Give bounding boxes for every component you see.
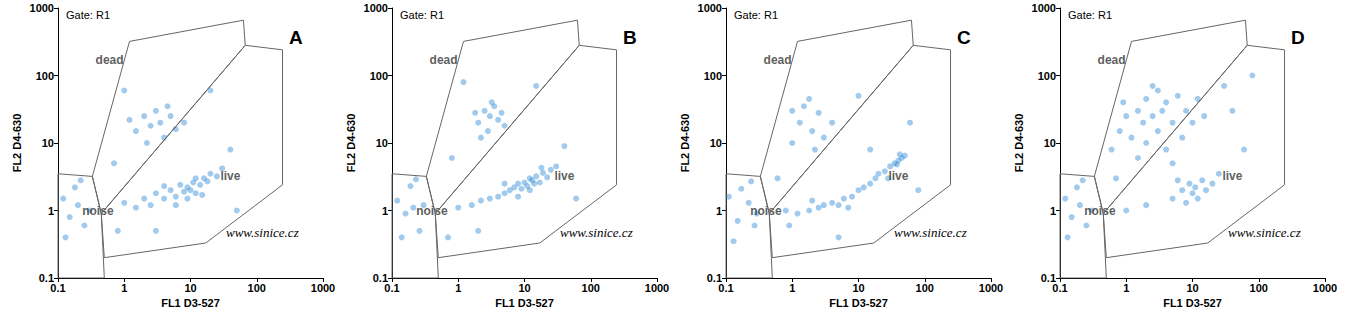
svg-text:0.1: 0.1 [372, 272, 388, 284]
svg-text:1: 1 [789, 282, 795, 294]
svg-text:noise: noise [750, 204, 782, 218]
svg-text:1000: 1000 [698, 2, 722, 14]
svg-text:live: live [1222, 169, 1242, 183]
svg-text:0.1: 0.1 [1040, 272, 1056, 284]
svg-text:FL2 D4-630: FL2 D4-630 [11, 114, 23, 173]
svg-text:A: A [289, 27, 303, 48]
svg-text:10: 10 [518, 282, 530, 294]
svg-text:1: 1 [1123, 282, 1129, 294]
svg-text:noise: noise [82, 204, 114, 218]
svg-text:1000: 1000 [364, 2, 388, 14]
svg-text:0.1: 0.1 [718, 282, 733, 294]
svg-text:10: 10 [1044, 137, 1056, 149]
svg-text:C: C [957, 27, 971, 48]
svg-text:www.sinice.cz: www.sinice.cz [226, 225, 299, 240]
svg-text:100: 100 [370, 70, 388, 82]
svg-text:FL2 D4-630: FL2 D4-630 [1013, 114, 1025, 173]
svg-text:1000: 1000 [1032, 2, 1056, 14]
svg-text:100: 100 [582, 282, 600, 294]
svg-text:FL1 D3-527: FL1 D3-527 [161, 297, 220, 309]
svg-text:FL2 D4-630: FL2 D4-630 [679, 114, 691, 173]
svg-text:1: 1 [48, 205, 54, 217]
svg-text:live: live [888, 169, 908, 183]
svg-text:FL2 D4-630: FL2 D4-630 [345, 114, 357, 173]
svg-text:100: 100 [1038, 70, 1056, 82]
svg-text:www.sinice.cz: www.sinice.cz [560, 225, 633, 240]
svg-text:0.1: 0.1 [384, 282, 399, 294]
svg-text:1000: 1000 [979, 282, 1003, 294]
svg-text:Gate: R1: Gate: R1 [66, 9, 110, 21]
svg-text:www.sinice.cz: www.sinice.cz [894, 225, 967, 240]
svg-text:0.1: 0.1 [50, 282, 65, 294]
svg-text:FL1 D3-527: FL1 D3-527 [1163, 297, 1222, 309]
svg-text:FL1 D3-527: FL1 D3-527 [829, 297, 888, 309]
svg-text:FL1 D3-527: FL1 D3-527 [495, 297, 554, 309]
svg-text:10: 10 [1186, 282, 1198, 294]
svg-text:D: D [1291, 27, 1305, 48]
svg-text:100: 100 [704, 70, 722, 82]
svg-text:100: 100 [248, 282, 266, 294]
svg-text:Gate: R1: Gate: R1 [1068, 9, 1112, 21]
svg-text:dead: dead [1098, 53, 1126, 67]
svg-text:live: live [220, 169, 240, 183]
svg-text:dead: dead [430, 53, 458, 67]
svg-text:10: 10 [376, 137, 388, 149]
svg-text:1: 1 [716, 205, 722, 217]
svg-text:Gate: R1: Gate: R1 [734, 9, 778, 21]
svg-text:1000: 1000 [1313, 282, 1337, 294]
svg-text:1000: 1000 [645, 282, 669, 294]
svg-text:100: 100 [1250, 282, 1268, 294]
svg-text:0.1: 0.1 [38, 272, 54, 284]
svg-text:Gate: R1: Gate: R1 [400, 9, 444, 21]
svg-text:10: 10 [184, 282, 196, 294]
svg-text:www.sinice.cz: www.sinice.cz [1228, 225, 1301, 240]
svg-text:1000: 1000 [311, 282, 335, 294]
svg-text:100: 100 [36, 70, 54, 82]
svg-text:0.1: 0.1 [706, 272, 722, 284]
svg-text:1: 1 [455, 282, 461, 294]
svg-text:dead: dead [764, 53, 792, 67]
svg-text:10: 10 [852, 282, 864, 294]
svg-text:0.1: 0.1 [1052, 282, 1067, 294]
svg-text:100: 100 [916, 282, 934, 294]
svg-text:1: 1 [121, 282, 127, 294]
svg-text:1: 1 [382, 205, 388, 217]
svg-text:1: 1 [1050, 205, 1056, 217]
svg-text:10: 10 [42, 137, 54, 149]
svg-text:dead: dead [96, 53, 124, 67]
svg-text:1000: 1000 [30, 2, 54, 14]
svg-text:B: B [623, 27, 637, 48]
svg-text:10: 10 [710, 137, 722, 149]
svg-text:noise: noise [416, 204, 448, 218]
svg-text:noise: noise [1084, 204, 1116, 218]
svg-text:live: live [554, 169, 574, 183]
